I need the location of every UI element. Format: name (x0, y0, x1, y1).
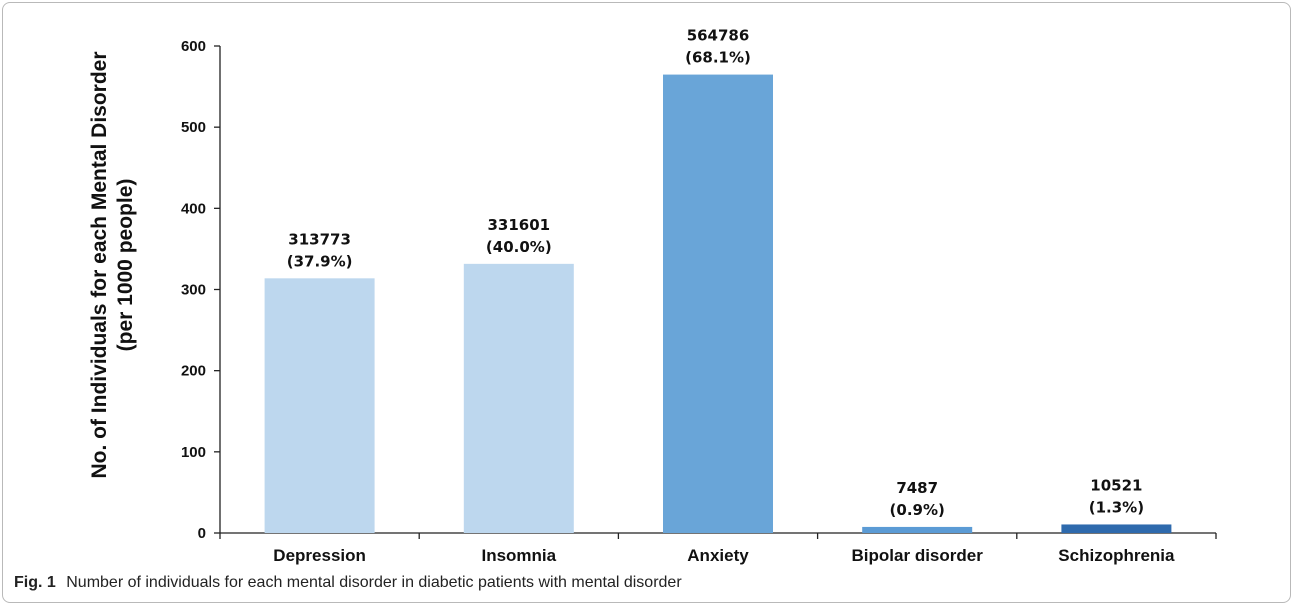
bars (264, 74, 1172, 533)
bar-chart: No. of Individuals for each Mental Disor… (88, 27, 1217, 565)
bar-percent-label: (0.9%) (890, 501, 945, 519)
bar (264, 278, 375, 533)
y-axis-title-line2: (per 1000 people) (114, 179, 137, 352)
y-axis-title: No. of Individuals for each Mental Disor… (88, 51, 137, 478)
axes: 0 100 200 300 400 500 600 (181, 38, 1217, 542)
bar-count-label: 331601 (487, 216, 550, 234)
y-tick-label: 400 (181, 200, 206, 217)
y-tick-label: 600 (181, 38, 206, 55)
x-category-label: Insomnia (481, 546, 556, 565)
y-tick-label: 0 (198, 525, 206, 542)
bar-count-label: 10521 (1090, 476, 1142, 494)
bar (1061, 524, 1172, 533)
bar (463, 263, 574, 533)
bar-count-label: 313773 (288, 230, 351, 248)
bar (862, 526, 973, 533)
figure-caption-text: Number of individuals for each mental di… (66, 574, 682, 591)
y-tick-label: 100 (181, 444, 206, 461)
x-category-label: Depression (273, 546, 366, 565)
figure-number: Fig. 1 (14, 574, 56, 591)
x-category-label: Schizophrenia (1058, 546, 1175, 565)
bar-count-label: 564786 (687, 27, 750, 45)
x-category-label: Bipolar disorder (852, 546, 984, 565)
data-labels: Depression 313773 (37.9%) Insomnia 331601 (40… (273, 27, 1175, 565)
bar-percent-label: (1.3%) (1089, 498, 1144, 516)
bar-percent-label: (37.9%) (287, 252, 353, 270)
y-tick-label: 300 (181, 282, 206, 299)
bar-percent-label: (40.0%) (486, 238, 552, 256)
bar (663, 74, 773, 533)
figure-caption: Fig. 1 Number of individuals for each me… (14, 574, 682, 592)
y-axis-title-line1: No. of Individuals for each Mental Disor… (88, 51, 111, 478)
y-tick-label: 200 (181, 363, 206, 380)
bar-percent-label: (68.1%) (685, 49, 751, 67)
y-tick-label: 500 (181, 119, 206, 136)
x-category-label: Anxiety (687, 546, 749, 565)
bar-count-label: 7487 (896, 479, 938, 497)
